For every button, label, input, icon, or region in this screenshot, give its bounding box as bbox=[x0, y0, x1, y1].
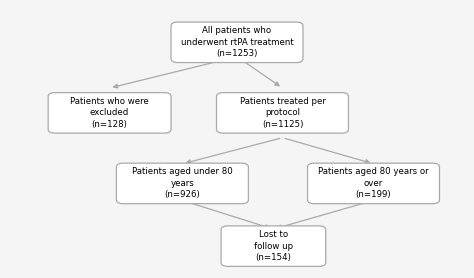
Text: Lost to
follow up
(n=154): Lost to follow up (n=154) bbox=[254, 230, 293, 262]
Text: Patients who were
excluded
(n=128): Patients who were excluded (n=128) bbox=[70, 97, 149, 129]
Text: Patients aged 80 years or
over
(n=199): Patients aged 80 years or over (n=199) bbox=[318, 167, 429, 199]
FancyBboxPatch shape bbox=[217, 93, 348, 133]
FancyBboxPatch shape bbox=[221, 226, 326, 266]
FancyBboxPatch shape bbox=[48, 93, 171, 133]
Text: All patients who
underwent rtPA treatment
(n=1253): All patients who underwent rtPA treatmen… bbox=[181, 26, 293, 58]
Text: Patients treated per
protocol
(n=1125): Patients treated per protocol (n=1125) bbox=[239, 97, 326, 129]
FancyBboxPatch shape bbox=[171, 22, 303, 63]
Text: Patients aged under 80
years
(n=926): Patients aged under 80 years (n=926) bbox=[132, 167, 233, 199]
FancyBboxPatch shape bbox=[117, 163, 248, 204]
FancyBboxPatch shape bbox=[308, 163, 439, 204]
